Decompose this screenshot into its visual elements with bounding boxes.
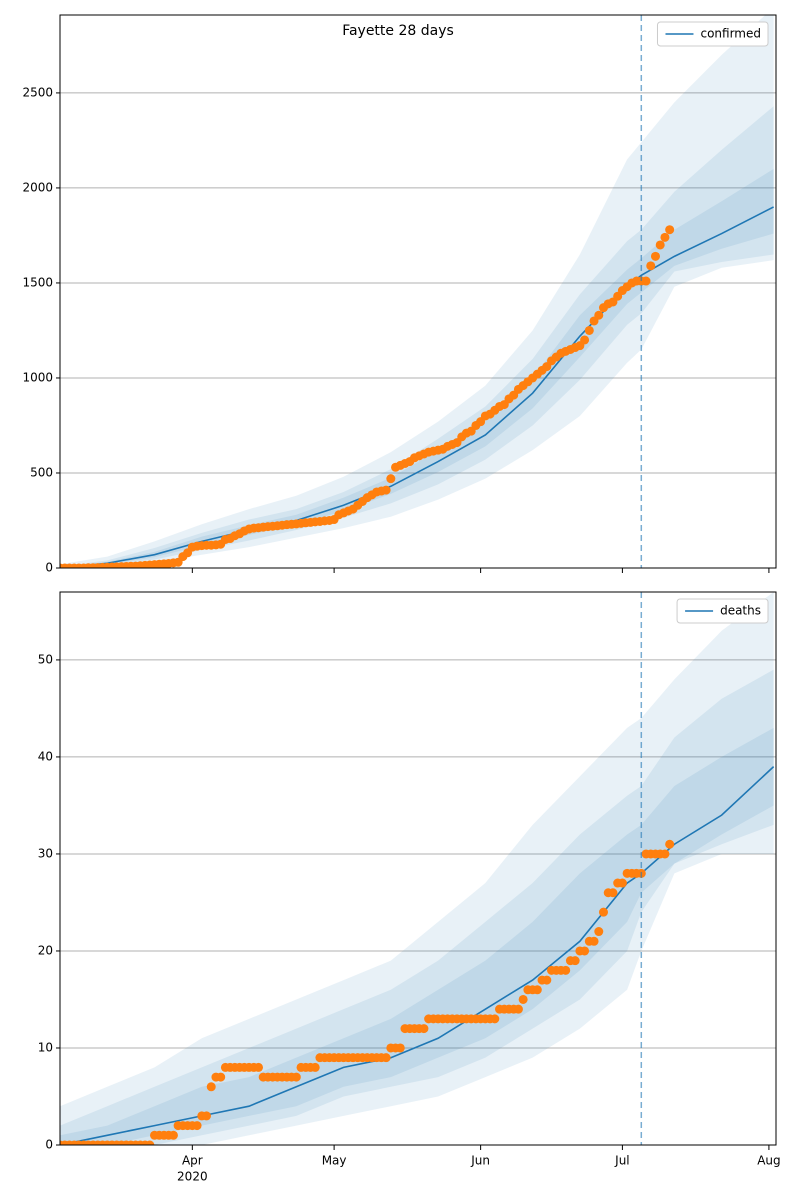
plot-area [60, 15, 775, 568]
uncertainty-band [60, 727, 774, 1145]
model-line [60, 766, 775, 1145]
observed-point [660, 232, 670, 242]
y-tick-label: 1000 [22, 370, 53, 384]
observed-point [216, 1072, 226, 1082]
legend-label: deaths [720, 604, 761, 618]
observed-point [202, 1111, 212, 1121]
uncertainty-band [60, 592, 774, 1145]
legend-label: confirmed [700, 27, 761, 41]
observed-point [145, 1140, 155, 1145]
uncertainty-band [60, 106, 774, 568]
x-tick-label: Jul [614, 1154, 629, 1168]
y-tick-label: 0 [45, 561, 53, 575]
panel: 0 500 1000 1500 2000 2500 Fayette 28 days confi… [22, 14, 777, 575]
x-tick-label: Jun [470, 1154, 490, 1168]
x-tick-label: May [322, 1154, 347, 1168]
y-tick-label: 2000 [22, 180, 53, 194]
observed-point [395, 1043, 405, 1053]
observed-point [310, 1062, 320, 1072]
observed-point [584, 325, 594, 335]
observed-point [518, 994, 528, 1004]
legend: deaths [676, 598, 769, 624]
legend-box [676, 598, 769, 624]
observed-point [291, 1072, 301, 1082]
observed-point [617, 878, 627, 888]
y-tick-label: 30 [38, 846, 53, 860]
x-tick-label: Apr [182, 1154, 203, 1168]
observed-point [192, 1121, 202, 1131]
y-tick-label: 10 [38, 1040, 53, 1054]
x-tick-label: Aug [757, 1154, 780, 1168]
observed-point [589, 936, 599, 946]
observed-point [655, 240, 665, 250]
observed-point [253, 1062, 263, 1072]
model-line [60, 206, 775, 568]
observed-point [490, 1014, 500, 1024]
chart-title: Fayette 28 days [342, 23, 454, 39]
y-tick-label: 500 [30, 465, 53, 479]
observed-point [513, 1004, 523, 1014]
observed-point [594, 310, 604, 320]
observed-point [206, 1082, 216, 1092]
panel: 0 10 20 30 40 50 Apr May Jun Jul Aug 2020 deaths [38, 591, 781, 1184]
observed-point [641, 276, 651, 286]
observed-point [542, 975, 552, 985]
uncertainty-band [60, 669, 774, 1145]
y-tick-label: 50 [38, 652, 53, 666]
observed-point [532, 985, 542, 995]
observed-point [665, 839, 675, 849]
observed-point [660, 849, 670, 859]
observed-point [665, 225, 675, 235]
x-year-label: 2020 [177, 1170, 208, 1184]
observed-point [386, 474, 396, 484]
observed-point [580, 335, 590, 345]
legend: confirmed [656, 21, 769, 47]
observed-point [646, 261, 656, 271]
observed-point [419, 1024, 429, 1034]
y-tick-label: 2500 [22, 85, 53, 99]
observed-point [650, 251, 660, 261]
observed-point [561, 965, 571, 975]
observed-point [381, 1053, 391, 1063]
axes-frame [59, 14, 777, 569]
observed-point [594, 927, 604, 937]
observed-point [598, 907, 608, 917]
y-tick-label: 40 [38, 749, 53, 763]
plot-area [60, 592, 775, 1145]
observed-point [580, 946, 590, 956]
observed-point [381, 485, 391, 495]
observed-point [168, 1130, 178, 1140]
y-tick-label: 0 [45, 1138, 53, 1152]
observed-point [608, 888, 618, 898]
legend-box [656, 21, 769, 47]
y-tick-label: 20 [38, 943, 53, 957]
axes-frame [59, 591, 777, 1146]
y-tick-label: 1500 [22, 275, 53, 289]
observed-point [570, 956, 580, 966]
